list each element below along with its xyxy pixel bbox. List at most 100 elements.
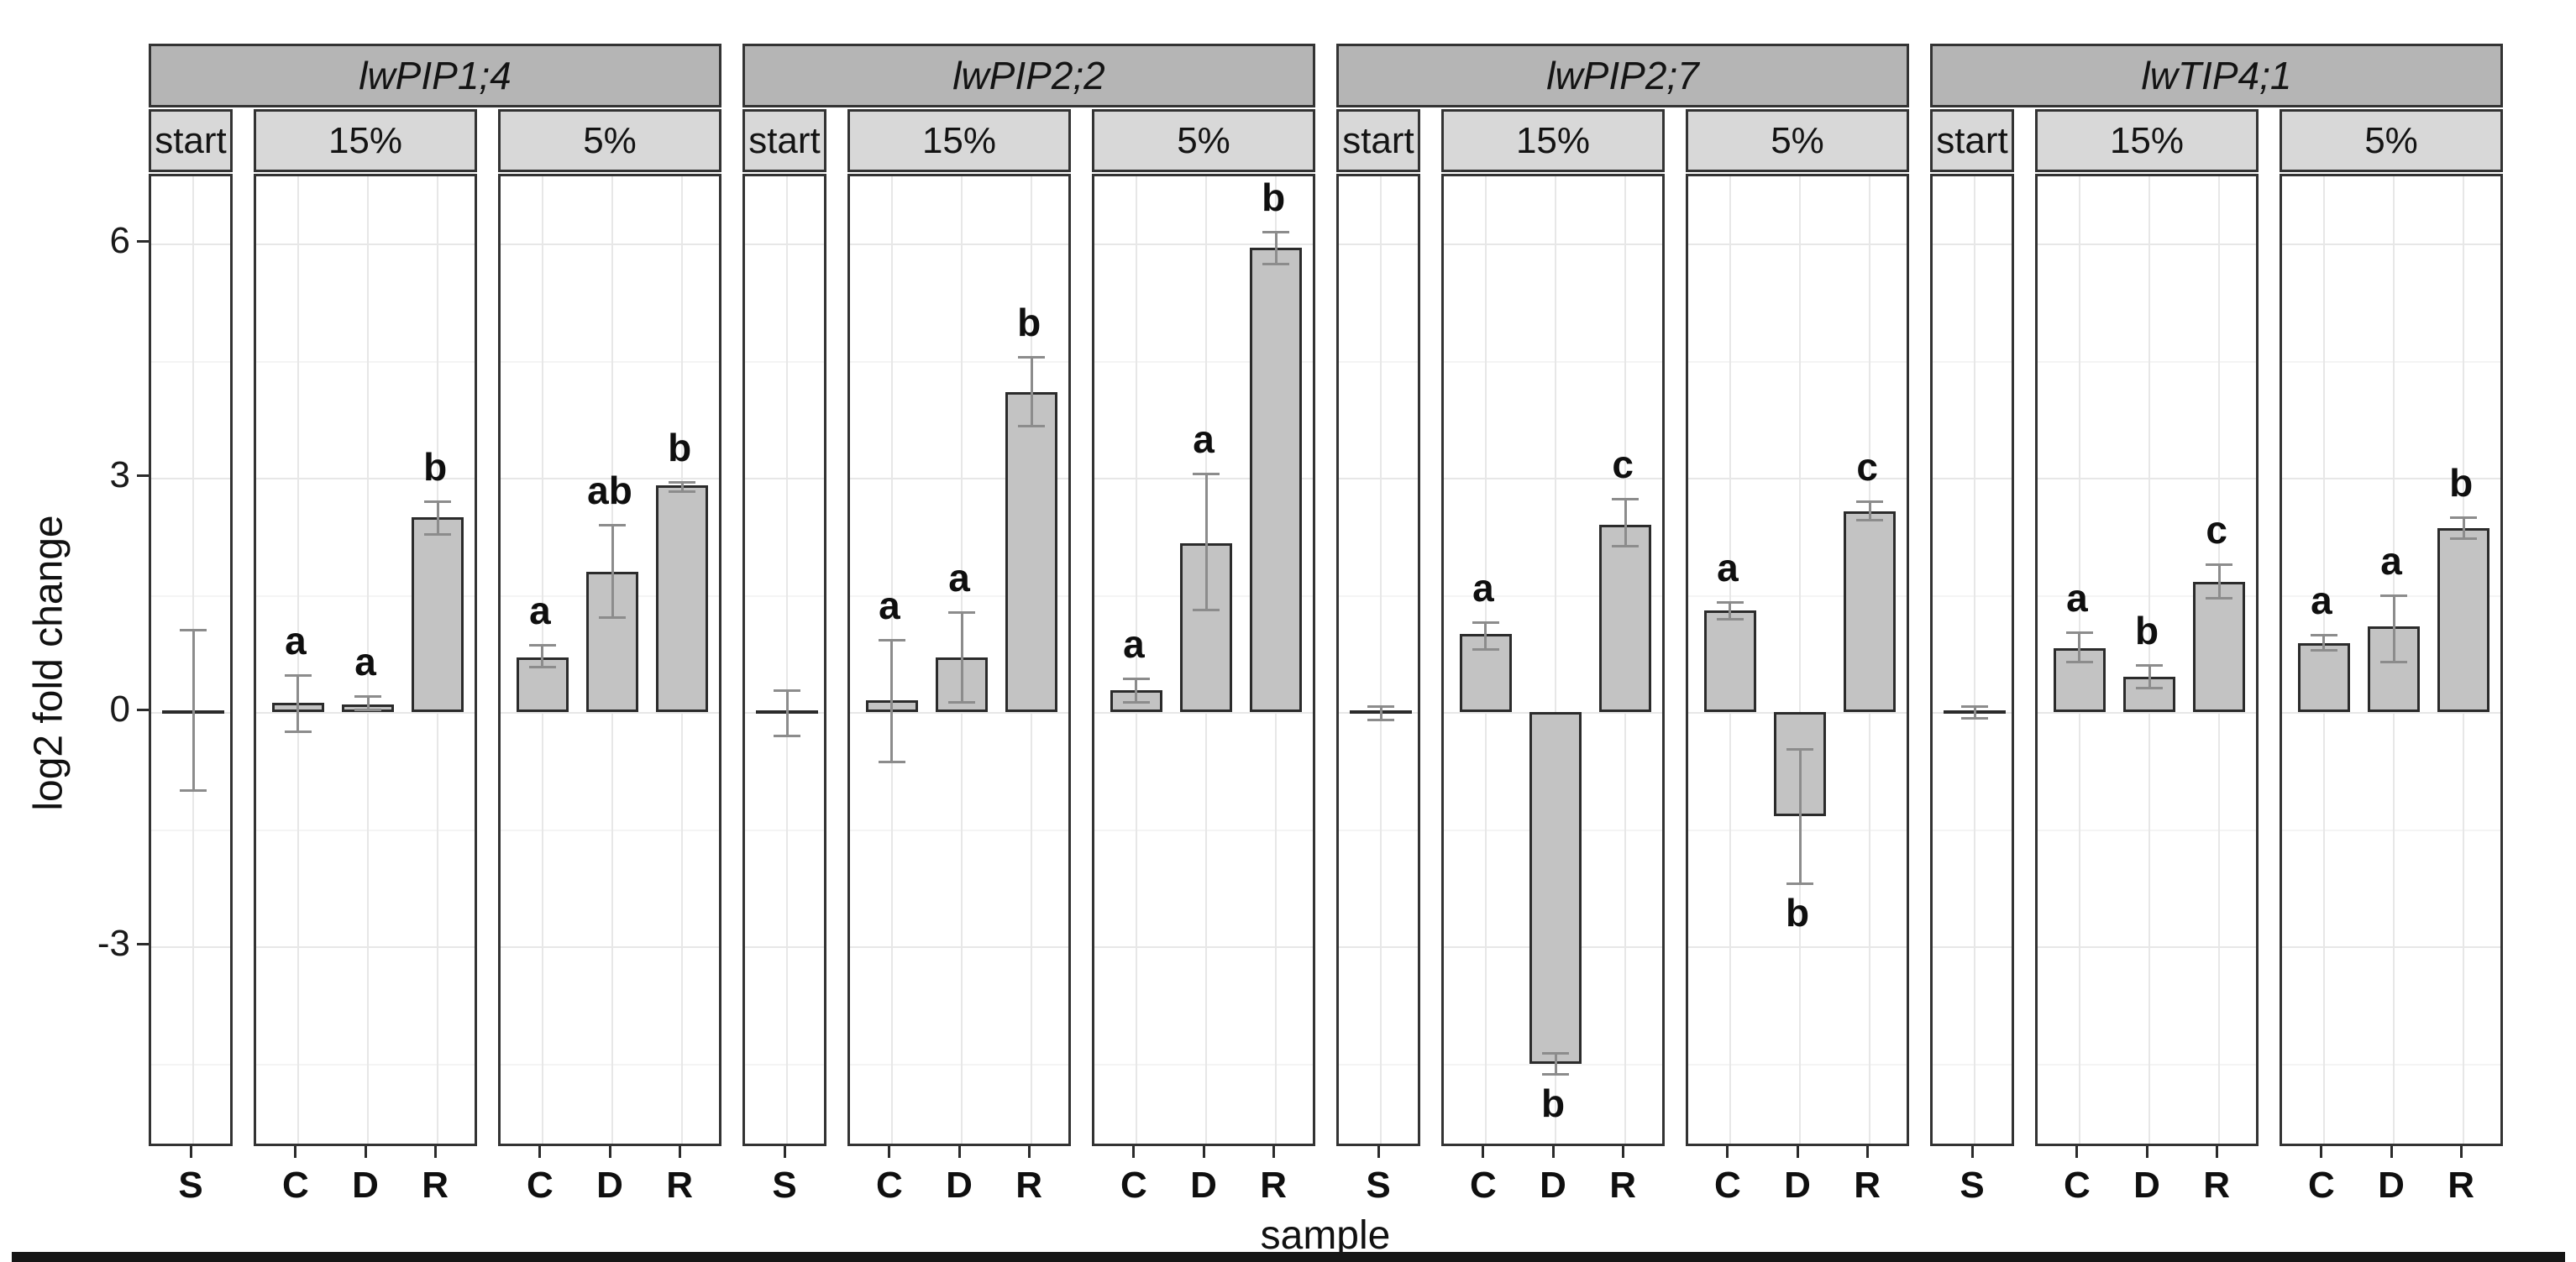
minor-gridline xyxy=(256,594,475,597)
error-bar-cap xyxy=(1856,519,1884,522)
bar xyxy=(1844,511,1897,712)
x-axis-tick-mark xyxy=(189,1146,192,1158)
minor-gridline xyxy=(1688,829,1907,831)
x-axis-tick-label: S xyxy=(1960,1165,1985,1206)
major-gridline xyxy=(1094,243,1313,245)
x-axis-tick-label: R xyxy=(1854,1165,1881,1206)
x-axis-tick-mark xyxy=(2075,1146,2079,1158)
significance-letter: c xyxy=(2206,508,2227,552)
facet-strip-condition: 15% xyxy=(254,109,477,172)
significance-letter: a xyxy=(2380,538,2402,583)
minor-gridline xyxy=(151,829,230,831)
significance-letter: b xyxy=(423,444,448,489)
major-gridline xyxy=(745,243,824,245)
bar xyxy=(1005,391,1058,712)
minor-gridline xyxy=(850,1063,1068,1066)
error-bar-cap xyxy=(774,689,800,692)
major-gridline xyxy=(2282,478,2500,479)
bar xyxy=(2437,527,2490,712)
error-bar-line xyxy=(890,640,894,762)
error-bar-cap xyxy=(1961,705,1988,709)
error-bar-line xyxy=(1973,706,1976,719)
bar xyxy=(656,485,709,712)
x-axis-tick-label: C xyxy=(526,1165,553,1206)
major-gridline xyxy=(1933,478,2012,479)
facet-strip-condition: 15% xyxy=(847,109,1071,172)
error-bar-cap xyxy=(2450,516,2478,520)
bar xyxy=(2297,643,2350,712)
minor-gridline xyxy=(2038,1063,2256,1066)
minor-gridline xyxy=(501,1063,719,1066)
error-bar-line xyxy=(1729,601,1732,620)
error-bar-cap xyxy=(1856,500,1884,503)
error-bar-cap xyxy=(284,730,312,734)
minor-gridline xyxy=(1933,1063,2012,1066)
error-bar-line xyxy=(191,630,195,790)
facet-panel xyxy=(149,174,233,1146)
major-gridline xyxy=(256,712,475,714)
error-bar-line xyxy=(680,481,684,491)
x-axis-tick-label: D xyxy=(596,1165,623,1206)
facet-strip-condition: 5% xyxy=(1092,109,1315,172)
facet-panel xyxy=(1686,174,1909,1146)
major-gridline xyxy=(1688,243,1907,245)
major-gridline xyxy=(850,243,1068,245)
x-axis-tick-mark xyxy=(1132,1146,1136,1158)
major-gridline xyxy=(151,243,230,245)
error-bar-cap xyxy=(1122,700,1150,704)
minor-gridline xyxy=(1094,1063,1313,1066)
major-gridline xyxy=(1339,243,1418,245)
facet-strip-gene: lwPIP1;4 xyxy=(149,44,721,107)
facet-panel xyxy=(1930,174,2014,1146)
error-bar-cap xyxy=(1018,424,1046,427)
major-gridline xyxy=(501,478,719,479)
minor-gridline xyxy=(1339,829,1418,831)
error-bar-cap xyxy=(284,674,312,678)
significance-letter: a xyxy=(1472,566,1494,610)
error-bar-cap xyxy=(1786,882,1813,885)
x-axis-tick-mark xyxy=(678,1146,681,1158)
error-bar-line xyxy=(611,524,614,617)
minor-gridline xyxy=(1444,1063,1662,1066)
error-bar-line xyxy=(960,611,963,702)
error-bar-line xyxy=(2148,665,2151,689)
facet-panel xyxy=(1092,174,1315,1146)
error-bar-cap xyxy=(1193,473,1220,476)
major-gridline xyxy=(501,712,719,714)
minor-gridline xyxy=(256,1063,475,1066)
minor-gridline xyxy=(501,829,719,831)
bar xyxy=(1599,524,1652,712)
major-gridline xyxy=(1339,478,1418,479)
error-bar-line xyxy=(1204,474,1208,610)
minor-gridline xyxy=(745,829,824,831)
major-gridline xyxy=(745,946,824,948)
facet-panel xyxy=(2035,174,2259,1146)
error-bar-cap xyxy=(424,500,452,503)
error-bar-line xyxy=(1624,499,1627,546)
x-axis-tick-mark xyxy=(1796,1146,1799,1158)
error-bar-line xyxy=(1798,748,1802,883)
error-bar-cap xyxy=(1472,621,1499,625)
x-axis-tick-label: D xyxy=(1784,1165,1811,1206)
error-bar-cap xyxy=(669,490,696,493)
minor-gridline xyxy=(850,594,1068,597)
x-axis-tick-mark xyxy=(1726,1146,1729,1158)
facet-strip-condition: 15% xyxy=(1441,109,1665,172)
x-axis-tick-mark xyxy=(783,1146,786,1158)
major-gridline xyxy=(2038,712,2256,714)
minor-gridline xyxy=(1933,360,2012,363)
x-axis-tick-mark xyxy=(2320,1146,2323,1158)
minor-gridline xyxy=(745,360,824,363)
y-axis-tick-mark xyxy=(137,474,149,477)
minor-gridline xyxy=(151,360,230,363)
x-axis-tick-mark xyxy=(1865,1146,1869,1158)
significance-letter: a xyxy=(879,584,900,628)
error-bar-cap xyxy=(1716,618,1744,621)
facet-strip-gene: lwPIP2;7 xyxy=(1336,44,1909,107)
minor-gridline xyxy=(256,829,475,831)
error-bar-cap xyxy=(2065,631,2093,635)
category-gridline xyxy=(1799,176,1801,1144)
minor-gridline xyxy=(1444,360,1662,363)
facet-strip-gene: lwPIP2;2 xyxy=(742,44,1315,107)
minor-gridline xyxy=(1688,1063,1907,1066)
